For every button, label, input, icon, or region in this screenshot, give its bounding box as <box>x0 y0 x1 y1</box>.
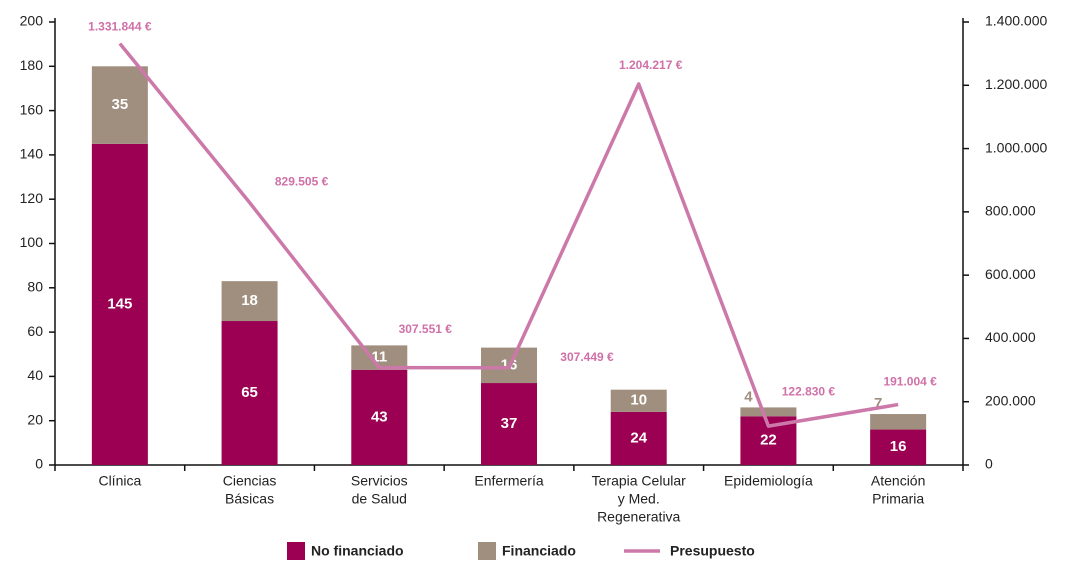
bar <box>481 383 537 465</box>
bar <box>610 411 667 465</box>
x-tick-label: Terapia Celular <box>592 473 686 489</box>
y-tick-label: 160 <box>20 101 44 117</box>
legend-swatch <box>478 542 496 560</box>
y2-tick-label: 1.400.000 <box>985 13 1047 29</box>
x-tick-label: Epidemiología <box>724 473 813 489</box>
bar <box>740 407 797 417</box>
legend-label: Financiado <box>502 543 576 559</box>
y-tick-label: 120 <box>20 190 44 206</box>
y2-tick-label: 800.000 <box>985 203 1036 219</box>
line <box>118 42 899 428</box>
x-tick-label: Regenerativa <box>597 509 680 525</box>
x-tick-label: Básicas <box>225 491 274 507</box>
x-tick-label: de Salud <box>352 491 407 507</box>
bar <box>870 414 927 430</box>
bar-label: 43 <box>371 408 388 425</box>
bar-label: 35 <box>112 96 129 113</box>
legend-swatch <box>287 542 305 560</box>
legend-label: Presupuesto <box>670 543 755 559</box>
bar <box>221 281 278 322</box>
y2-tick-label: 1.000.000 <box>985 139 1047 155</box>
bar <box>91 66 148 144</box>
bar <box>221 321 278 465</box>
y2-tick-label: 200.000 <box>985 392 1036 408</box>
y2-tick-label: 0 <box>985 456 993 472</box>
x-tick-label: y Med. <box>618 491 660 507</box>
y2-tick-label: 1.200.000 <box>985 76 1047 92</box>
bar-label: 16 <box>890 438 907 455</box>
y-tick-label: 100 <box>20 234 44 250</box>
y-tick-label: 80 <box>27 279 43 295</box>
bar-label: 22 <box>760 432 777 449</box>
bar-label: 65 <box>241 384 258 401</box>
bar <box>91 143 148 465</box>
bar <box>610 389 667 412</box>
y-tick-label: 40 <box>27 367 43 383</box>
y2-tick-label: 400.000 <box>985 329 1036 345</box>
bar-label: 145 <box>107 295 132 312</box>
legend-label: No financiado <box>311 543 404 559</box>
y-tick-label: 200 <box>20 13 44 29</box>
x-tick-label: Servicios <box>351 473 408 489</box>
x-tick-label: Clínica <box>98 473 141 489</box>
line-label: 1.331.844 € <box>88 20 152 34</box>
bar-label: 24 <box>630 429 647 446</box>
x-tick-label: Enfermería <box>474 473 543 489</box>
bar-label: 18 <box>241 292 258 309</box>
bar-label: 4 <box>744 388 753 405</box>
line-label: 1.204.217 € <box>619 58 683 72</box>
bar <box>351 369 408 465</box>
bar-label: 7 <box>874 395 882 412</box>
bar <box>870 429 927 465</box>
line-label: 829.505 € <box>275 175 329 189</box>
x-tick-label: Ciencias <box>223 473 277 489</box>
y-tick-label: 60 <box>27 323 43 339</box>
y-tick-label: 20 <box>27 411 43 427</box>
line-label: 191.004 € <box>883 375 937 389</box>
y2-tick-label: 600.000 <box>985 266 1036 282</box>
y-tick-label: 180 <box>20 57 44 73</box>
line-label: 307.551 € <box>399 322 453 336</box>
y-tick-label: 0 <box>35 456 43 472</box>
x-tick-label: Primaria <box>872 491 924 507</box>
y-tick-label: 140 <box>20 146 44 162</box>
line-label: 307.449 € <box>560 350 614 364</box>
x-tick-label: Atención <box>871 473 925 489</box>
bar-label: 37 <box>501 415 518 432</box>
line-label: 122.830 € <box>782 384 836 398</box>
bar-label: 10 <box>630 392 647 409</box>
